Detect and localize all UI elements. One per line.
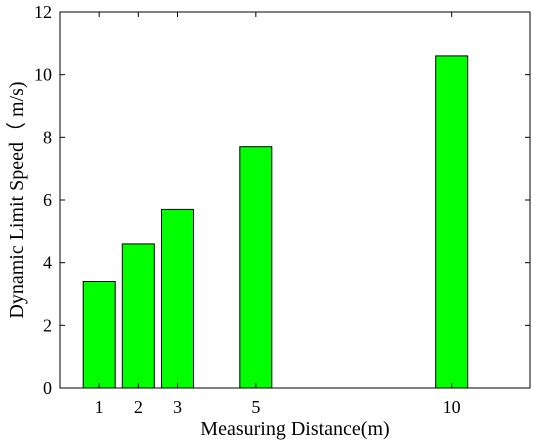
bar-10 [435, 55, 469, 389]
x-tick-label-10: 10 [443, 397, 461, 417]
y-tick-label-10: 10 [34, 65, 52, 85]
x-tick-label-3: 3 [173, 397, 182, 417]
bar-1 [82, 281, 116, 389]
y-tick-label-8: 8 [43, 127, 52, 147]
x-tick-label-1: 1 [95, 397, 104, 417]
bars-group [82, 55, 469, 389]
y-axis-label: Dynamic Limit Speed（ m/s) [5, 81, 28, 318]
y-tick-label-0: 0 [43, 378, 52, 398]
bar-3 [161, 208, 194, 389]
y-tick-label-2: 2 [43, 315, 52, 335]
x-axis: 1 2 3 5 10 [95, 12, 461, 417]
y-tick-label-4: 4 [43, 253, 52, 273]
y-axis: 0 2 4 6 8 10 12 [34, 2, 530, 398]
x-tick-label-2: 2 [134, 397, 143, 417]
bar-5 [239, 146, 273, 389]
x-axis-label: Measuring Distance(m) [200, 418, 389, 440]
bar-2 [121, 243, 155, 389]
x-tick-label-5: 5 [251, 397, 260, 417]
y-tick-label-12: 12 [34, 2, 52, 22]
y-tick-label-6: 6 [43, 190, 52, 210]
